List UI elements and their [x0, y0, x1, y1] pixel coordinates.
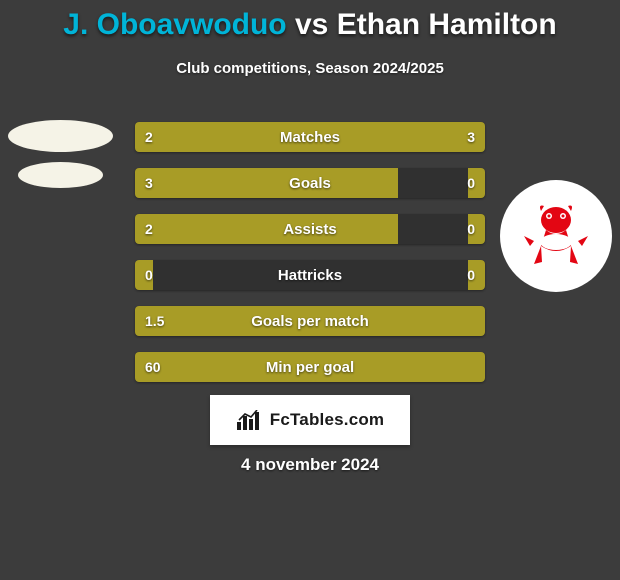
stat-row: Hattricks0 0: [135, 260, 485, 290]
vs-label: vs: [295, 8, 328, 41]
stat-value-left: 3: [145, 168, 153, 198]
stat-value-left: 0: [145, 260, 153, 290]
stat-label: Assists: [135, 214, 485, 244]
badge-text: FcTables.com: [270, 410, 385, 430]
stat-label: Matches: [135, 122, 485, 152]
stat-value-left: 2: [145, 214, 153, 244]
bar-chart-icon: [236, 410, 264, 430]
stat-value-left: 1.5: [145, 306, 164, 336]
player1-name: J. Oboavwoduo: [63, 8, 286, 41]
stat-value-right: 3: [467, 122, 475, 152]
date-label: 4 november 2024: [0, 455, 620, 475]
stat-row: Goals per match1.5: [135, 306, 485, 336]
stat-value-right: 0: [467, 214, 475, 244]
stat-row: Min per goal60: [135, 352, 485, 382]
stat-label: Goals per match: [135, 306, 485, 336]
stat-value-left: 60: [145, 352, 161, 382]
player1-crest: [8, 120, 113, 188]
stat-value-right: 0: [467, 168, 475, 198]
stat-rows: Matches23Goals30Assists20Hattricks00Goal…: [135, 122, 485, 398]
stat-value-left: 2: [145, 122, 153, 152]
stat-row: Assists2 0: [135, 214, 485, 244]
stat-row: Matches2 3: [135, 122, 485, 152]
crest-shape: [18, 162, 103, 188]
lincoln-city-crest-icon: [516, 196, 596, 276]
page-title: J. Oboavwoduo vs Ethan Hamilton: [0, 0, 620, 42]
stat-label: Min per goal: [135, 352, 485, 382]
player2-crest: [500, 180, 612, 292]
subtitle: Club competitions, Season 2024/2025: [0, 60, 620, 77]
crest-shape: [8, 120, 113, 152]
fctables-badge: FcTables.com: [210, 395, 410, 445]
stat-label: Goals: [135, 168, 485, 198]
player2-name: Ethan Hamilton: [337, 8, 557, 41]
stat-row: Goals3 0: [135, 168, 485, 198]
stat-value-right: 0: [467, 260, 475, 290]
comparison-infographic: J. Oboavwoduo vs Ethan Hamilton Club com…: [0, 0, 620, 580]
stat-label: Hattricks: [135, 260, 485, 290]
